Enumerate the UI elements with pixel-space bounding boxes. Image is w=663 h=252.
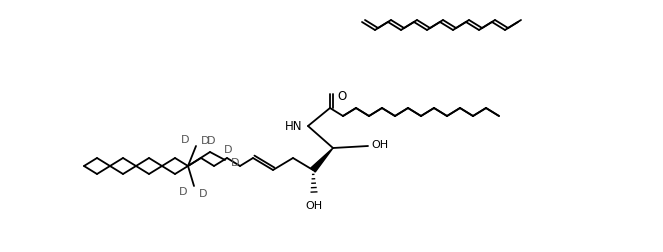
Text: D: D bbox=[207, 136, 215, 146]
Text: D: D bbox=[179, 187, 187, 197]
Polygon shape bbox=[311, 148, 333, 172]
Text: D: D bbox=[201, 136, 210, 146]
Text: D: D bbox=[199, 189, 208, 199]
Text: D: D bbox=[181, 135, 189, 145]
Text: D: D bbox=[223, 145, 232, 155]
Text: OH: OH bbox=[371, 140, 388, 150]
Text: HN: HN bbox=[285, 120, 303, 134]
Text: D: D bbox=[231, 158, 239, 168]
Text: O: O bbox=[337, 89, 346, 103]
Text: OH: OH bbox=[306, 201, 323, 211]
